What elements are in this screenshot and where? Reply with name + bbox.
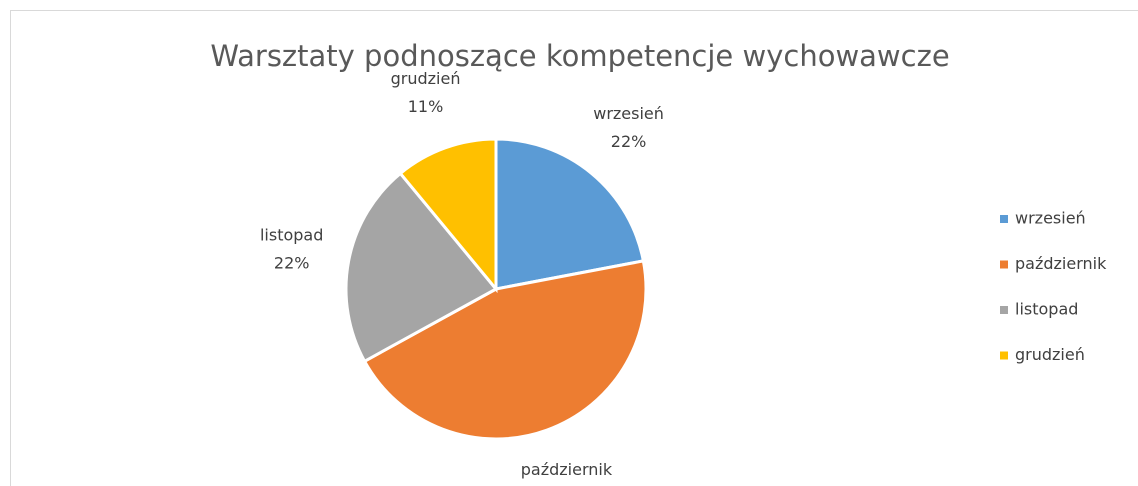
pie-slice [494,137,646,291]
legend-swatch [1000,351,1008,360]
data-label-value: 22% [611,132,647,151]
legend-label: wrzesień [1015,209,1086,228]
pie-slice [362,259,648,441]
chart-title: Warsztaty podnoszące kompetencje wychowa… [210,39,949,73]
pie-slice [398,137,498,294]
legend-swatch [1000,215,1008,223]
legend-label: grudzień [1015,345,1085,364]
data-label-value: 22% [274,254,310,273]
data-label-name: listopad [260,226,323,245]
data-label-name: wrzesień [593,104,664,123]
data-label-value: 11% [408,97,444,116]
pie-slice [344,171,499,364]
legend-swatch [1000,260,1008,269]
data-label-name: grudzień [391,69,461,88]
data-label-name: październik [521,460,613,479]
legend-label: listopad [1015,300,1078,319]
legend-swatch [1000,306,1008,314]
legend-label: październik [1015,254,1107,273]
